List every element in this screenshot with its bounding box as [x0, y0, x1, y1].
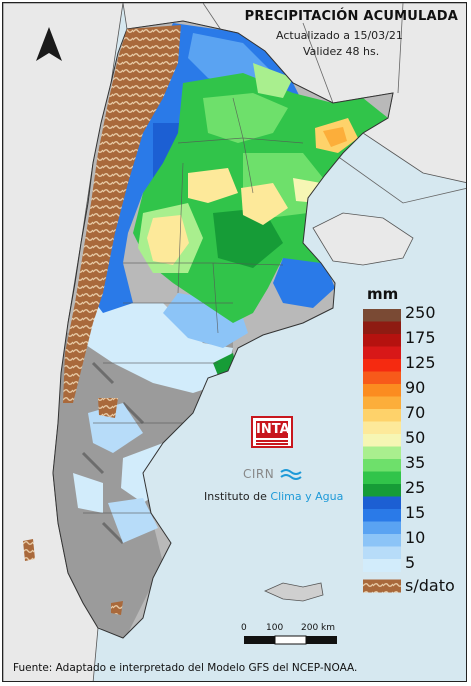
legend-swatch	[363, 534, 401, 547]
legend-swatch	[363, 446, 401, 460]
precipitation-map	[3, 3, 466, 681]
legend-swatch	[363, 434, 401, 447]
legend-unit: mm	[367, 285, 399, 303]
legend-swatch	[363, 496, 401, 510]
legend-swatch	[363, 321, 401, 335]
legend-swatch	[363, 334, 401, 347]
legend-label: 25	[405, 478, 426, 497]
source-footer: Fuente: Adaptado e interpretado del Mode…	[13, 662, 358, 674]
legend-swatch	[363, 421, 401, 435]
legend-swatch	[363, 509, 401, 522]
legend-swatch	[363, 459, 401, 472]
legend-label: 125	[405, 353, 436, 372]
scale-bar	[244, 635, 337, 645]
scale-label-0: 0	[241, 623, 247, 633]
inta-logo: INTA	[251, 416, 293, 448]
legend-swatch	[363, 309, 401, 322]
nodata-patch-south	[98, 398, 118, 418]
legend-swatch	[363, 371, 401, 385]
legend-color-bar	[363, 309, 401, 593]
inta-logo-text: INTA	[256, 421, 290, 438]
argentina-outline	[52, 20, 394, 639]
legend-swatch	[363, 521, 401, 535]
map-title: PRECIPITACIÓN ACUMULADA	[244, 9, 458, 24]
legend-label: 35	[405, 453, 426, 472]
updated-date: Actualizado a 15/03/21	[276, 29, 403, 42]
legend-label: 70	[405, 403, 426, 422]
legend-swatch	[363, 346, 401, 360]
nodata-andes	[63, 25, 181, 403]
institute-prefix: Instituto de	[204, 490, 271, 503]
legend-swatch	[363, 384, 401, 397]
legend-swatch	[363, 559, 401, 572]
falklands-islands	[264, 582, 324, 602]
legend-nodata-label: s/dato	[405, 575, 455, 595]
scale-label-100: 100	[266, 623, 284, 633]
north-arrow-icon	[30, 25, 68, 69]
legend-swatch	[363, 471, 401, 485]
institute-accent: Clima y Agua	[270, 490, 344, 503]
map-frame: PRECIPITACIÓN ACUMULADA Actualizado a 15…	[2, 2, 467, 682]
legend-label: 5	[405, 553, 416, 572]
institute-name: Instituto de Clima y Agua	[204, 490, 343, 503]
nodata-patch-chile	[23, 539, 35, 561]
legend-label: 15	[405, 503, 426, 522]
legend-swatch	[363, 484, 401, 497]
scale-label-200: 200 km	[301, 623, 336, 633]
cirn-logo: CIRN	[243, 467, 303, 482]
legend-label: 175	[405, 328, 436, 347]
legend-label: 50	[405, 428, 426, 447]
uruguay-land	[312, 212, 414, 266]
legend-swatch	[363, 409, 401, 422]
nodata-patch-tdf	[111, 601, 123, 615]
legend-nodata-swatch	[363, 579, 401, 593]
border-lines	[202, 3, 466, 204]
legend-swatch	[363, 546, 401, 560]
cirn-text: CIRN	[243, 467, 275, 481]
legend-label: 250	[405, 303, 436, 322]
legend-swatch	[363, 396, 401, 410]
validity-period: Validez 48 hs.	[303, 45, 380, 58]
legend-label: 10	[405, 528, 426, 547]
legend-label: 90	[405, 378, 426, 397]
legend-swatch	[363, 359, 401, 372]
